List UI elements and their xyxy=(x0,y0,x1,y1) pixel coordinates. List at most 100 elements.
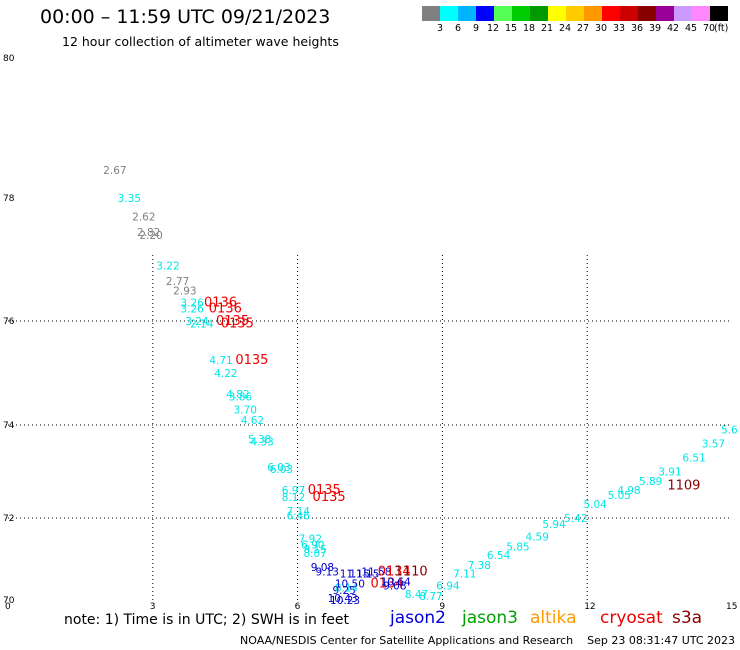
wave-height-point-label: 2.14 xyxy=(190,319,214,331)
colorbar-swatch xyxy=(530,6,548,21)
x-tick-label: 0 xyxy=(5,602,11,612)
colorbar-tick-label: 9 xyxy=(473,23,480,34)
colorbar-swatch xyxy=(692,6,710,21)
wave-height-point-label: 7.92 xyxy=(299,534,322,546)
satellite-legend-jason3: jason3 xyxy=(462,608,518,628)
wave-height-point-label: 4.71 xyxy=(209,355,232,367)
satellite-legend-cryosat: cryosat xyxy=(600,608,663,628)
colorbar-tick-label: 45 xyxy=(685,23,698,34)
wave-height-point-label: 8.07 xyxy=(303,548,326,560)
colorbar-swatch xyxy=(512,6,530,21)
colorbar-swatch xyxy=(548,6,566,21)
colorbar-tick-label: 70 xyxy=(703,23,716,34)
wave-height-point-label: 3.26 xyxy=(180,298,204,310)
wave-height-point-label: 6.03 xyxy=(267,462,290,474)
colorbar-swatch xyxy=(602,6,620,21)
wave-height-point-label: 6.51 xyxy=(682,453,705,465)
colorbar-tick-label: 42 xyxy=(667,23,680,34)
colorbar-tick-label: 18 xyxy=(523,23,536,34)
wave-height-point-label: 8.12 xyxy=(282,492,305,504)
footer-credit: NOAA/NESDIS Center for Satellite Applica… xyxy=(240,634,736,647)
colorbar-tick-label: 24 xyxy=(559,23,572,34)
wave-height-point-label: 0135 xyxy=(221,317,254,332)
colorbar-swatch xyxy=(458,6,476,21)
colorbar-unit: (ft) xyxy=(714,23,729,34)
wave-height-point-label: 2.93 xyxy=(173,285,196,297)
wave-height-point-label: 1109 xyxy=(667,478,700,493)
wave-height-point-label: 10.43 xyxy=(328,593,358,605)
wave-height-point-label: 5.94 xyxy=(542,519,566,531)
wave-height-point-label: 3.22 xyxy=(156,261,179,273)
wave-height-point-label: 5.38 xyxy=(248,434,271,446)
wave-height-point-label: 4.33 xyxy=(250,436,273,448)
wave-height-point-label: 10.50 xyxy=(335,579,365,591)
wave-height-point-label: 5.6 xyxy=(721,425,738,437)
x-tick-label: 15 xyxy=(726,602,737,612)
chart-title: 00:00 – 11:59 UTC 09/21/2023 xyxy=(40,6,331,28)
colorbar-tick-label: 36 xyxy=(631,23,644,34)
wave-height-point-label: 6.97 xyxy=(282,485,305,497)
colorbar-swatch xyxy=(584,6,602,21)
y-tick-label: 76 xyxy=(3,317,15,327)
colorbar-swatch xyxy=(422,6,440,21)
wave-height-point-label: 0135 xyxy=(308,483,341,498)
wave-height-point-label: 6.90 xyxy=(301,540,324,552)
wave-height-point-label: 6.54 xyxy=(487,550,511,562)
colorbar-tick-label: 33 xyxy=(613,23,626,34)
plot-grid xyxy=(8,255,732,600)
wave-height-point-label: 9.08 xyxy=(383,581,406,593)
wave-height-labels: 2.673.352.622.822.203.222.772.933.263.26… xyxy=(103,165,738,607)
colorbar-swatch xyxy=(638,6,656,21)
wave-height-point-label: 3.24 xyxy=(185,316,209,328)
wave-height-point-label: 3.70 xyxy=(234,404,257,416)
wave-height-point-label: 9.08 xyxy=(311,562,334,574)
wave-height-point-label: 3.86 xyxy=(229,391,253,403)
wave-height-point-label: 0135 xyxy=(313,490,346,505)
wave-height-point-label: 4.22 xyxy=(214,368,237,380)
wave-height-point-label: 3.35 xyxy=(118,193,141,205)
wave-height-point-label: 4.82 xyxy=(226,389,249,401)
y-tick-label: 70 xyxy=(3,596,15,606)
colorbar-swatch xyxy=(656,6,674,21)
wave-height-point-label: 8.15 xyxy=(303,544,326,556)
wave-height-point-label: 5.89 xyxy=(639,476,662,488)
wave-height-point-label: 2.82 xyxy=(137,227,160,239)
x-tick-label: 12 xyxy=(584,602,595,612)
colorbar-tick-label: 3 xyxy=(437,23,444,34)
satellite-legend-jason2: jason2 xyxy=(390,608,446,628)
colorbar-swatch xyxy=(440,6,458,21)
y-tick-label: 80 xyxy=(3,54,15,64)
wave-height-point-label: 0134 xyxy=(378,564,411,579)
x-tick-label: 3 xyxy=(150,602,156,612)
y-tick-label: 74 xyxy=(3,421,15,431)
wave-height-point-label: 3.91 xyxy=(658,467,681,479)
colorbar-tick-label: 27 xyxy=(577,23,590,34)
wave-height-point-label: 7.11 xyxy=(453,568,476,580)
wave-height-point-label: 2.67 xyxy=(103,165,126,177)
colorbar-swatch xyxy=(476,6,494,21)
colorbar-swatch xyxy=(494,6,512,21)
colorbar-tick-label: 12 xyxy=(487,23,500,34)
wave-height-point-label: 6.46 xyxy=(287,511,311,523)
satellite-legend-altika: altika xyxy=(530,608,577,628)
wave-height-point-label: 11.15 xyxy=(340,568,370,580)
wave-height-point-label: 7.14 xyxy=(287,506,311,518)
wave-height-point-label: 0135 xyxy=(216,314,249,329)
wave-height-point-label: 5.04 xyxy=(583,499,607,511)
wave-height-point-label: 2.62 xyxy=(132,211,155,223)
x-tick-label: 9 xyxy=(439,602,445,612)
wave-height-point-label: 5.42 xyxy=(564,513,587,525)
wave-height-point-label: 2.20 xyxy=(139,230,162,242)
wave-height-point-label: 1110 xyxy=(395,564,428,579)
colorbar-swatch xyxy=(620,6,638,21)
wave-height-point-label: 11.15 xyxy=(349,568,379,580)
wave-height-point-label: 2.77 xyxy=(166,276,189,288)
colorbar-tick-label: 21 xyxy=(541,23,554,34)
wave-height-point-label: 8.47 xyxy=(405,589,428,601)
wave-height-point-label: 5.85 xyxy=(506,542,529,554)
wave-height-point-label: 8.14 xyxy=(335,583,359,595)
wave-height-point-label: 6.94 xyxy=(436,581,460,593)
wave-height-point-label: 6.03 xyxy=(270,464,293,476)
colorbar-swatch xyxy=(674,6,692,21)
